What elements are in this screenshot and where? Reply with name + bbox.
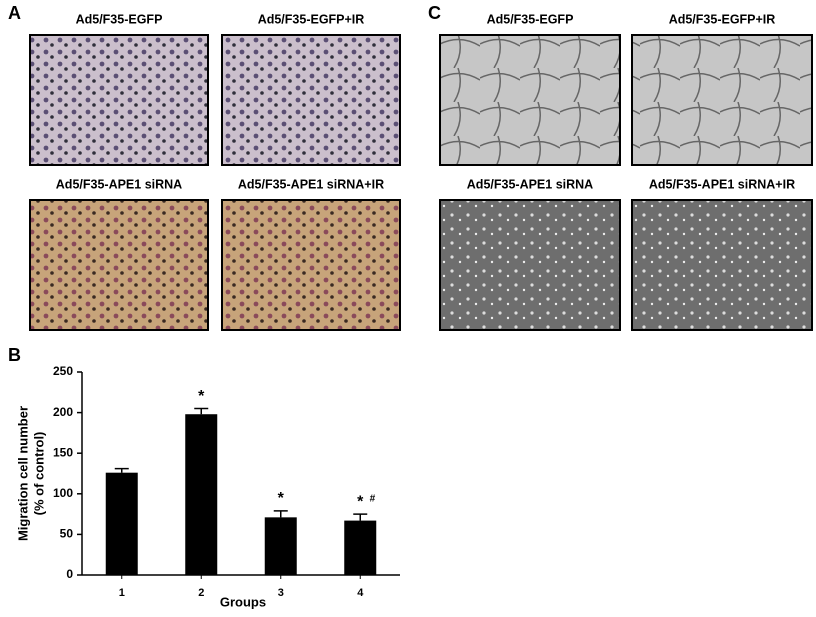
chart: 0 50 100 150 200 250 Migration cell number (% o… <box>15 364 400 609</box>
x-tick-label: 1 <box>119 587 125 599</box>
micrograph <box>631 199 813 331</box>
x-axis-label: Groups <box>220 594 266 609</box>
panel-label: C <box>428 3 441 23</box>
significance-mark: * <box>198 388 205 405</box>
bar <box>264 517 297 575</box>
y-axis-label: (% of control) <box>31 432 46 516</box>
micrograph <box>29 34 209 166</box>
image-caption: Ad5/F35-APE1 siRNA <box>467 177 593 191</box>
image-caption: Ad5/F35-EGFP+IR <box>669 12 776 26</box>
image-caption: Ad5/F35-EGFP <box>487 12 574 26</box>
bar <box>344 520 377 575</box>
y-axis-label: Migration cell number <box>15 406 30 541</box>
x-tick-label: 3 <box>278 587 284 599</box>
significance-mark: # <box>369 494 375 505</box>
image-caption: Ad5/F35-APE1 siRNA <box>56 177 182 191</box>
x-tick-label: 2 <box>198 587 204 599</box>
y-tick-label: 200 <box>53 405 73 419</box>
x-tick-label: 4 <box>357 587 364 599</box>
bar <box>185 414 218 575</box>
image-caption: Ad5/F35-EGFP+IR <box>258 12 365 26</box>
micrograph <box>631 34 813 166</box>
bar <box>105 472 138 575</box>
y-tick-label: 100 <box>53 486 73 500</box>
y-tick-label: 50 <box>60 527 74 541</box>
panel-label: A <box>8 3 21 23</box>
image-panels: Ad5/F35-EGFP Ad5/F35-EGFP+IR Ad5/F35-APE1 … <box>29 12 813 331</box>
image-caption: Ad5/F35-APE1 siRNA+IR <box>238 177 384 191</box>
y-tick-label: 150 <box>53 445 73 459</box>
y-tick-label: 0 <box>66 567 73 581</box>
significance-mark: * <box>278 490 285 507</box>
micrograph <box>439 199 621 331</box>
significance-mark: * <box>357 493 364 510</box>
micrograph <box>439 34 621 166</box>
y-tick-label: 250 <box>53 364 73 378</box>
error-bar <box>273 510 288 518</box>
micrograph <box>221 199 401 331</box>
error-bar <box>353 513 368 521</box>
micrograph <box>221 34 401 166</box>
panel-label: B <box>8 345 21 365</box>
error-bar <box>194 407 209 415</box>
image-caption: Ad5/F35-APE1 siRNA+IR <box>649 177 795 191</box>
image-caption: Ad5/F35-EGFP <box>76 12 163 26</box>
error-bar <box>114 467 129 473</box>
micrograph <box>29 199 209 331</box>
